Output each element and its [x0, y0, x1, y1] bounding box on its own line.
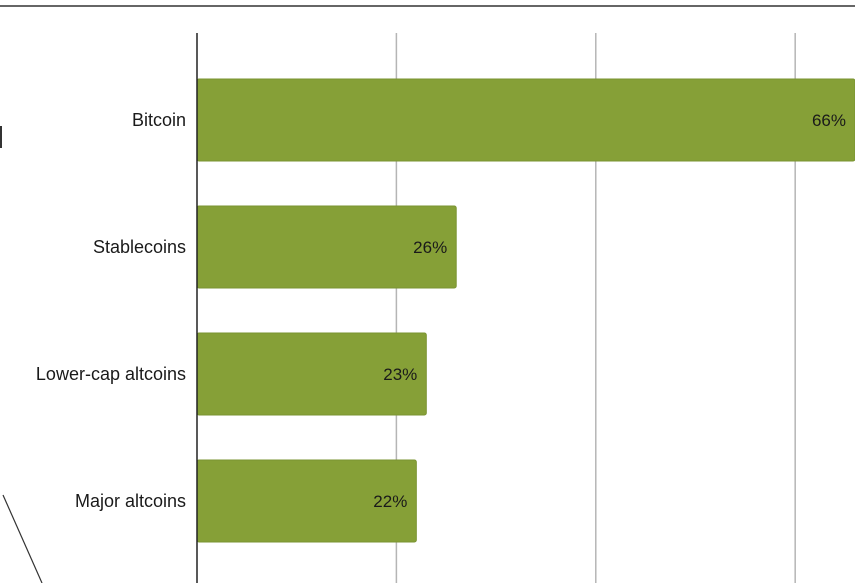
category-labels: Bitcoin Stablecoins Lower-cap altcoins Majo… — [36, 110, 186, 511]
value-label-major-altcoins: 22% — [373, 492, 407, 511]
value-label-stablecoins: 26% — [413, 238, 447, 257]
left-edge-mark — [0, 126, 2, 148]
value-labels: 66% 26% 23% 22% — [373, 111, 846, 511]
category-label-stablecoins: Stablecoins — [93, 237, 186, 257]
category-label-bitcoin: Bitcoin — [132, 110, 186, 130]
value-label-bitcoin: 66% — [812, 111, 846, 130]
category-label-major-altcoins: Major altcoins — [75, 491, 186, 511]
bar-series — [196, 78, 855, 543]
bar-bitcoin — [196, 78, 855, 162]
decorative-diagonal-line — [2, 494, 43, 583]
value-label-lower-cap-altcoins: 23% — [383, 365, 417, 384]
category-label-lower-cap-altcoins: Lower-cap altcoins — [36, 364, 186, 384]
